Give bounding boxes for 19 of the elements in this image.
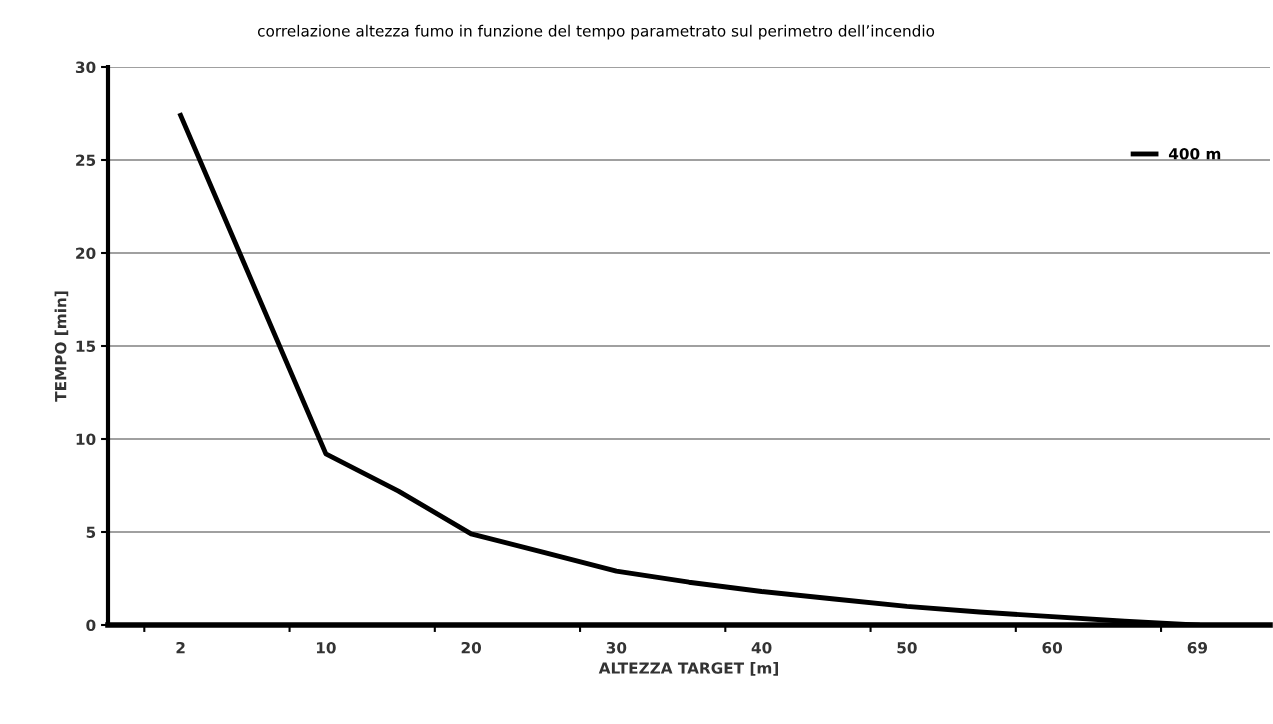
x-tick-label: 10 — [316, 641, 336, 654]
y-tick-label: 5 — [86, 526, 96, 539]
x-tick-label: 69 — [1187, 641, 1208, 654]
x-tick-label: 60 — [1042, 641, 1063, 654]
y-axis-title: TEMPO [min] — [54, 291, 69, 402]
x-axis-title: ALTEZZA TARGET [m] — [598, 662, 778, 676]
x-tick-label: 30 — [606, 641, 627, 654]
y-tick-label: 20 — [76, 247, 96, 260]
legend-label: 400 m — [1168, 147, 1221, 160]
x-tick-label: 40 — [751, 641, 772, 654]
chart-title: correlazione altezza fumo in funzione del tempo parametrato sul perimetro dell’incendio — [257, 24, 935, 40]
x-tick-label: 20 — [461, 641, 482, 654]
y-tick-label: 10 — [76, 433, 96, 446]
y-tick-label: 0 — [86, 619, 96, 632]
y-tick-label: 30 — [75, 61, 96, 74]
y-tick-label: 25 — [76, 154, 96, 167]
x-tick-label: 50 — [897, 641, 917, 654]
y-tick-label: 15 — [76, 340, 96, 353]
x-tick-label: 2 — [176, 641, 185, 654]
